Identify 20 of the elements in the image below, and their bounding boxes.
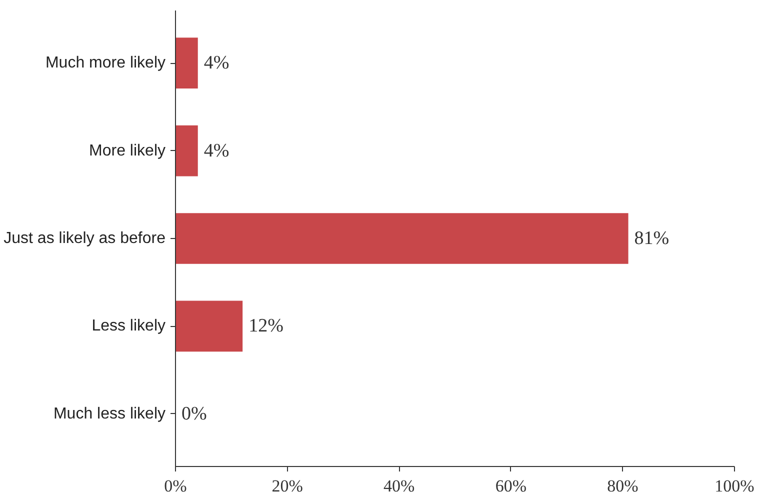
x-tick-label: 100% [714,476,754,496]
x-tick-label: 0% [164,476,187,496]
data-label: 4% [204,140,230,162]
bar [176,125,198,176]
y-tick-label: Just as likely as before [4,230,166,247]
x-tick-label: 40% [384,476,415,496]
y-tick-label: More likely [89,142,166,160]
bar [176,38,198,89]
x-tick-label: 80% [607,476,638,496]
y-tick-label: Much more likely [45,54,166,72]
bar [176,213,628,264]
data-label: 4% [204,52,230,74]
y-tick-label: Less likely [92,318,166,335]
bar [176,300,243,352]
data-label: 81% [634,228,670,249]
data-label: 0% [182,403,207,424]
data-label: 12% [248,316,284,337]
y-tick-label: Much less likely [53,405,166,422]
x-tick-label: 60% [495,476,526,496]
x-tick-label: 20% [272,476,303,496]
